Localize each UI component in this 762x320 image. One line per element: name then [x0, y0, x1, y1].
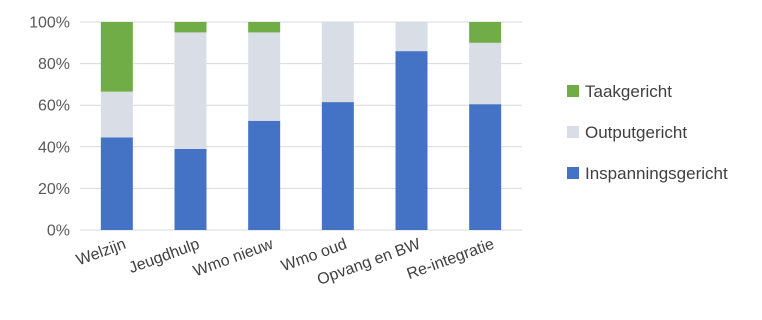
bar-outputgericht	[395, 22, 428, 52]
legend-item: Taakgericht	[567, 82, 672, 101]
y-tick-label: 60%	[38, 98, 70, 115]
y-tick-label: 100%	[29, 15, 70, 32]
x-category-label: Wmo nieuw	[191, 236, 276, 281]
legend-swatch	[567, 85, 579, 97]
x-category-label: Jeugdhulp	[127, 236, 202, 277]
y-tick-label: 0%	[47, 223, 70, 240]
bar-inspanningsgericht	[395, 51, 428, 231]
bar-outputgericht	[321, 22, 354, 103]
bar-taakgericht	[469, 22, 502, 43]
x-category-label: Welzijn	[74, 236, 128, 270]
legend-item: Outputgericht	[567, 123, 687, 142]
bar-taakgericht	[248, 22, 281, 33]
bar-inspanningsgericht	[174, 148, 207, 230]
legend-label: Taakgericht	[585, 82, 672, 101]
y-tick-label: 20%	[38, 181, 70, 198]
legend-swatch	[567, 126, 579, 138]
bar-taakgericht	[174, 22, 207, 33]
gridlines	[80, 21, 522, 231]
bars	[100, 22, 502, 231]
y-tick-label: 80%	[38, 56, 70, 73]
bar-inspanningsgericht	[469, 104, 502, 230]
bar-inspanningsgericht	[100, 137, 133, 230]
y-axis: 0% 20% 40% 60% 80% 100%	[29, 15, 70, 240]
legend-item: Inspanningsgericht	[567, 164, 728, 183]
legend: Taakgericht Outputgericht Inspanningsgeric…	[567, 82, 728, 183]
legend-label: Outputgericht	[585, 123, 687, 142]
legend-swatch	[567, 167, 579, 179]
bar-outputgericht	[248, 32, 281, 121]
legend-label: Inspanningsgericht	[585, 164, 728, 183]
bar-inspanningsgericht	[321, 102, 354, 230]
bar-outputgericht	[469, 42, 502, 105]
bar-outputgericht	[100, 91, 133, 138]
bar-inspanningsgericht	[248, 120, 281, 230]
bar-outputgericht	[174, 32, 207, 149]
bar-taakgericht	[100, 22, 133, 92]
y-tick-label: 40%	[38, 139, 70, 156]
